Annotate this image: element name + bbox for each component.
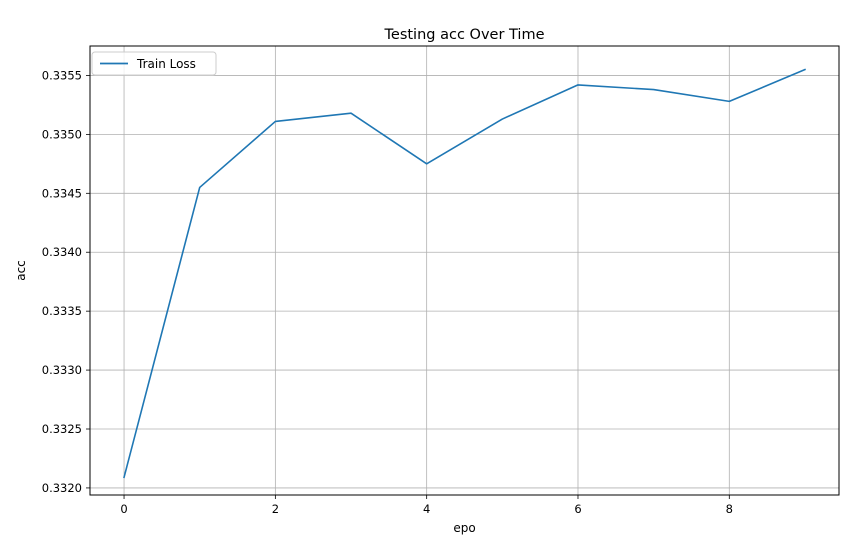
y-tick-label: 0.3340 bbox=[42, 245, 82, 259]
x-tick-label: 0 bbox=[120, 502, 127, 516]
y-tick-label: 0.3335 bbox=[42, 304, 82, 318]
y-tick-label: 0.3330 bbox=[42, 363, 82, 377]
axis-ticks: 0 2 4 6 8 0.3320 0.3325 0.3330 0.3335 0.3340 0.334… bbox=[42, 68, 733, 516]
x-tick-label: 6 bbox=[574, 502, 581, 516]
y-tick-label: 0.3350 bbox=[42, 127, 82, 141]
x-tick-label: 2 bbox=[272, 502, 279, 516]
series-layer bbox=[123, 68, 806, 479]
x-tick-label: 4 bbox=[423, 502, 430, 516]
y-tick-label: 0.3325 bbox=[42, 422, 82, 436]
series-line-train-loss bbox=[123, 68, 806, 479]
legend: Train Loss bbox=[91, 51, 217, 76]
y-tick-label: 0.3355 bbox=[42, 68, 82, 82]
y-axis-label: acc bbox=[14, 260, 28, 281]
x-axis-label: epo bbox=[453, 521, 475, 535]
x-tick-label: 8 bbox=[726, 502, 733, 516]
y-tick-label: 0.3320 bbox=[42, 481, 82, 495]
legend-label-train-loss: Train Loss bbox=[136, 57, 196, 71]
plot-frame bbox=[89, 45, 840, 496]
y-tick-label: 0.3345 bbox=[42, 186, 82, 200]
grid-lines bbox=[90, 46, 839, 495]
legend-box bbox=[91, 51, 217, 76]
chart-title: Testing acc Over Time bbox=[384, 27, 545, 43]
